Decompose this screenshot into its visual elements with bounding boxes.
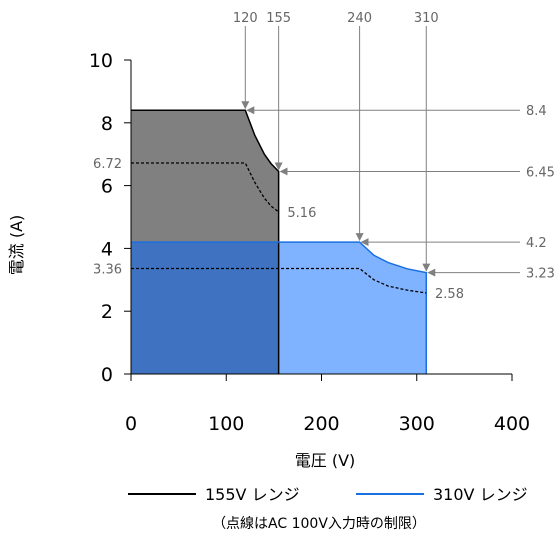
x-tick-label: 200 (303, 413, 339, 435)
legend-label-155v: 155V レンジ (205, 485, 300, 504)
series-line-310v (131, 241, 428, 374)
x-tick-label: 400 (494, 413, 530, 435)
y-tick-label: 8 (101, 113, 113, 135)
annotation-label-value: 2.58 (435, 287, 464, 302)
annotation-label-top: 120 (233, 11, 258, 26)
x-tick-label: 300 (399, 413, 435, 435)
annotation-label-right: 3.23 (526, 267, 555, 282)
x-axis-label: 電圧 (V) (295, 451, 356, 470)
x-tick-label: 100 (208, 413, 244, 435)
annotation-label-right: 6.45 (526, 165, 555, 180)
annotation-label-top: 310 (414, 11, 439, 26)
annotation-label-value: 6.72 (93, 157, 122, 172)
annotation-label-value: 3.36 (93, 262, 122, 277)
annotation-label-top: 240 (347, 11, 372, 26)
annotations: 120 155 240 310 8.4 6.45 4.2 3.23 6.72 5.16 3.36 2.… (93, 11, 555, 302)
y-tick-label: 0 (101, 364, 113, 386)
ac100-line-155v (131, 162, 280, 213)
legend: 155V レンジ 310V レンジ (128, 485, 528, 504)
y-tick-label: 2 (101, 301, 113, 323)
annotation-label-right: 8.4 (526, 104, 547, 119)
axes: 0 100 200 300 400 0 2 4 6 8 10 (89, 50, 530, 435)
x-tick-label: 0 (125, 413, 137, 435)
chart-note: （点線はAC 100V入力時の制限） (212, 516, 426, 532)
plot-areas (131, 109, 428, 375)
annotation-label-value: 5.16 (287, 206, 316, 221)
area-overlap (131, 242, 279, 374)
y-tick-label: 4 (101, 238, 113, 260)
y-axis-label: 電流 (A) (7, 215, 26, 276)
y-tick-label: 6 (101, 176, 113, 198)
series-line-155v (131, 109, 280, 374)
ac100-line-310v (131, 267, 427, 294)
annotation-label-right: 4.2 (526, 236, 547, 251)
ac100-limit-lines (131, 162, 427, 294)
annotation-label-top: 155 (266, 11, 291, 26)
legend-label-310v: 310V レンジ (433, 485, 528, 504)
y-tick-label: 10 (89, 50, 113, 72)
